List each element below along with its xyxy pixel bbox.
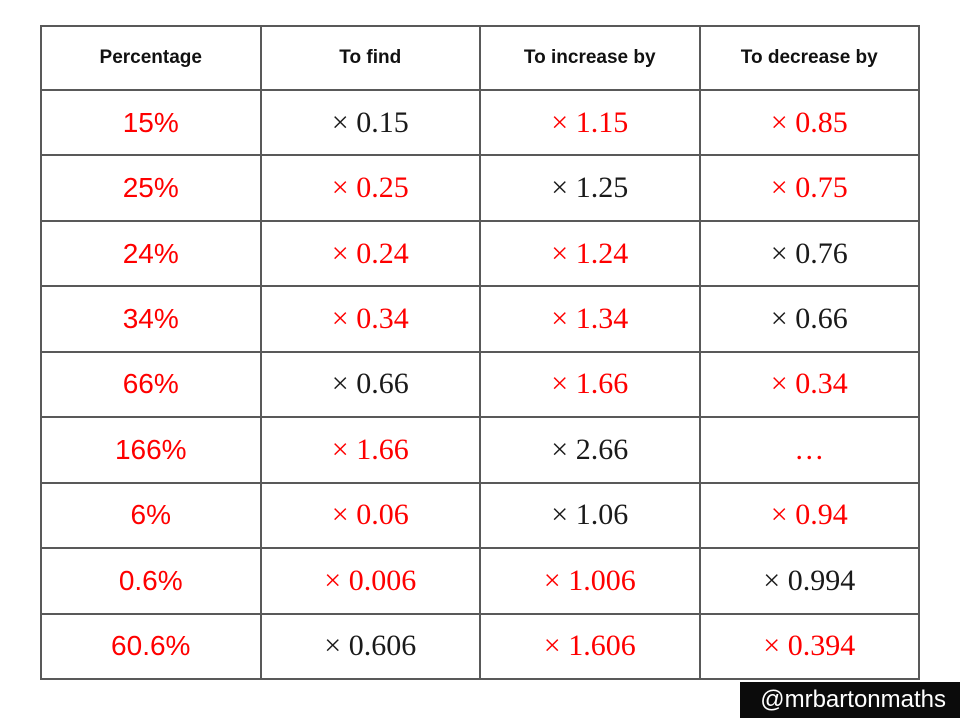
to-find-cell: × 0.34 (259, 285, 481, 353)
to-increase-by-cell: × 1.25 (479, 154, 701, 222)
to-decrease-by-cell: × 0.75 (698, 154, 920, 222)
to-increase-by-cell: × 1.24 (479, 219, 701, 288)
to-increase-by-cell: × 1.606 (479, 612, 701, 680)
table-row: 0.6% × 0.006 × 1.006 × 0.994 (40, 547, 920, 615)
percentage-cell: 24% (40, 219, 262, 288)
to-increase-by-cell: × 1.06 (479, 481, 701, 550)
percentage-cell: 6% (40, 481, 262, 550)
to-decrease-by-cell: × 0.76 (698, 219, 920, 288)
percentage-cell: 66% (40, 350, 262, 419)
to-increase-by-cell: × 1.34 (479, 285, 701, 353)
to-find-cell: × 0.06 (259, 481, 481, 550)
table-row: 6% × 0.06 × 1.06 × 0.94 (40, 481, 920, 550)
to-decrease-by-cell: … (698, 416, 920, 484)
table-row: 15% × 0.15 × 1.15 × 0.85 (40, 88, 920, 157)
percentage-cell: 25% (40, 154, 262, 222)
to-decrease-by-cell: × 0.34 (698, 350, 920, 419)
percentage-cell: 34% (40, 285, 262, 353)
to-increase-by-cell: × 2.66 (479, 416, 701, 484)
credit-badge: @mrbartonmaths (740, 682, 960, 718)
percentage-cell: 15% (40, 88, 262, 157)
percentage-multipliers-table: Percentage To find To increase by To dec… (40, 25, 920, 680)
column-header-percentage: Percentage (40, 25, 262, 91)
to-find-cell: × 1.66 (259, 416, 481, 484)
table-header: Percentage To find To increase by To dec… (40, 25, 920, 91)
to-find-cell: × 0.606 (259, 612, 481, 680)
percentage-cell: 166% (40, 416, 262, 484)
header-row: Percentage To find To increase by To dec… (40, 25, 920, 91)
to-decrease-by-cell: × 0.394 (698, 612, 920, 680)
column-header-to-increase-by: To increase by (479, 25, 701, 91)
column-header-to-decrease-by: To decrease by (698, 25, 920, 91)
table-row: 166% × 1.66 × 2.66… (40, 416, 920, 484)
table-row: 25% × 0.25 × 1.25 × 0.75 (40, 154, 920, 222)
percentage-cell: 0.6% (40, 547, 262, 615)
percentage-cell: 60.6% (40, 612, 262, 680)
to-decrease-by-cell: × 0.66 (698, 285, 920, 353)
to-increase-by-cell: × 1.15 (479, 88, 701, 157)
to-find-cell: × 0.15 (259, 88, 481, 157)
column-header-to-find: To find (259, 25, 481, 91)
to-increase-by-cell: × 1.006 (479, 547, 701, 615)
to-find-cell: × 0.24 (259, 219, 481, 288)
to-decrease-by-cell: × 0.85 (698, 88, 920, 157)
to-find-cell: × 0.66 (259, 350, 481, 419)
to-decrease-by-cell: × 0.94 (698, 481, 920, 550)
table-row: 60.6% × 0.606 × 1.606 × 0.394 (40, 612, 920, 680)
credit-badge-label: @mrbartonmaths (760, 686, 946, 713)
to-find-cell: × 0.006 (259, 547, 481, 615)
table-body: 15% × 0.15 × 1.15 × 0.85 25% × 0.25 × 1.25 × 0.… (40, 88, 920, 680)
to-increase-by-cell: × 1.66 (479, 350, 701, 419)
table-row: 66% × 0.66 × 1.66 × 0.34 (40, 350, 920, 419)
to-find-cell: × 0.25 (259, 154, 481, 222)
table-row: 24% × 0.24 × 1.24 × 0.76 (40, 219, 920, 288)
to-decrease-by-cell: × 0.994 (698, 547, 920, 615)
table-row: 34% × 0.34 × 1.34 × 0.66 (40, 285, 920, 353)
